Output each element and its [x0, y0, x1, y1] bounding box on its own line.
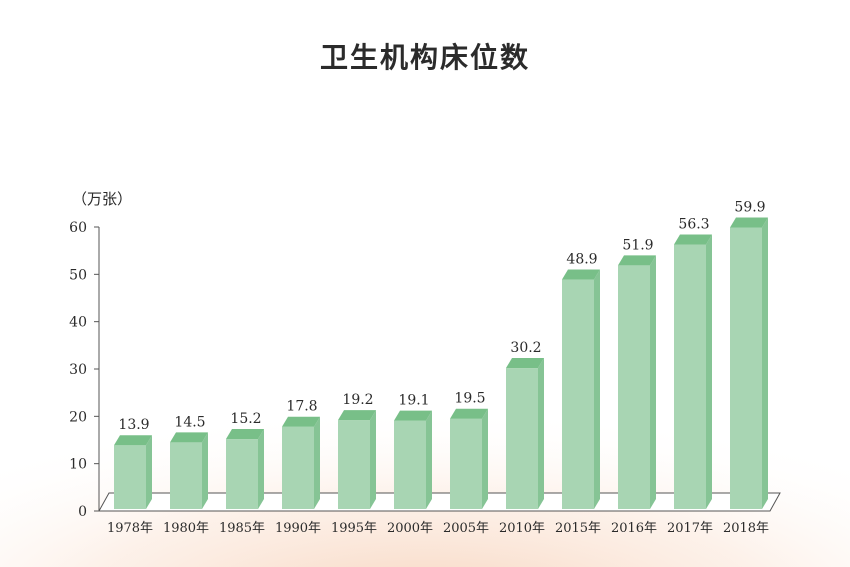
bar-side-face — [762, 217, 768, 509]
x-tick-label: 1978年 — [107, 521, 153, 536]
data-label: 15.2 — [230, 411, 261, 427]
bar — [114, 445, 146, 509]
bar-top-face — [394, 410, 432, 421]
bar-side-face — [594, 269, 600, 509]
data-label: 14.5 — [174, 414, 205, 430]
bar-side-face — [706, 234, 712, 509]
y-tick-label: 40 — [69, 315, 87, 331]
bar — [338, 420, 370, 509]
x-tick-label: 2016年 — [611, 521, 657, 536]
y-tick-label: 30 — [69, 362, 87, 378]
y-tick-label: 20 — [69, 409, 87, 425]
data-label: 17.8 — [286, 399, 317, 415]
bar — [170, 442, 202, 509]
bar-side-face — [202, 432, 208, 509]
bar — [730, 227, 762, 509]
bar-side-face — [482, 408, 488, 509]
y-tick-label: 0 — [78, 504, 87, 520]
bar — [226, 439, 258, 509]
bar-top-face — [674, 234, 712, 245]
x-tick-label: 2018年 — [723, 521, 769, 536]
data-label: 59.9 — [734, 199, 765, 215]
bar — [450, 418, 482, 509]
bar — [282, 426, 314, 509]
bar-side-face — [146, 435, 152, 509]
bar — [674, 244, 706, 509]
bar-top-face — [170, 432, 208, 443]
data-label: 19.1 — [398, 393, 429, 409]
x-tick-label: 2000年 — [387, 521, 433, 536]
bar-top-face — [506, 358, 544, 369]
bar-side-face — [370, 410, 376, 509]
data-label: 19.2 — [342, 392, 373, 408]
bar-top-face — [450, 408, 488, 419]
bar-side-face — [426, 410, 432, 509]
chart-floor — [98, 492, 781, 512]
bar-top-face — [226, 429, 264, 440]
x-tick-label: 1990年 — [275, 521, 321, 536]
bar — [506, 368, 538, 509]
data-label: 51.9 — [622, 237, 653, 253]
bar-top-face — [730, 217, 768, 228]
bar-side-face — [538, 358, 544, 509]
bar-top-face — [562, 269, 600, 280]
y-tick-label: 60 — [69, 220, 87, 236]
y-axis-unit-label: （万张） — [72, 190, 133, 208]
x-tick-label: 2005年 — [443, 521, 489, 536]
x-tick-label: 2010年 — [499, 521, 545, 536]
data-label: 30.2 — [510, 340, 541, 356]
data-label: 56.3 — [678, 217, 709, 233]
bar-top-face — [282, 416, 320, 427]
x-tick-label: 1995年 — [331, 521, 377, 536]
x-tick-label: 2017年 — [667, 521, 713, 536]
bar — [618, 265, 650, 509]
y-tick-label: 10 — [69, 457, 87, 473]
bar — [394, 420, 426, 509]
chart-title: 卫生机构床位数 — [319, 41, 530, 74]
x-tick-label: 1980年 — [163, 521, 209, 536]
bar-top-face — [114, 435, 152, 446]
bar-side-face — [650, 255, 656, 509]
data-label: 13.9 — [118, 417, 149, 433]
bar-top-face — [618, 255, 656, 266]
data-label: 48.9 — [566, 252, 597, 268]
bar-side-face — [314, 416, 320, 509]
bar-side-face — [258, 429, 264, 509]
data-label: 19.5 — [454, 391, 485, 407]
y-tick-label: 50 — [69, 267, 87, 283]
x-tick-label: 1985年 — [219, 521, 265, 536]
x-tick-label: 2015年 — [555, 521, 601, 536]
bar — [562, 279, 594, 509]
bar-top-face — [338, 410, 376, 421]
